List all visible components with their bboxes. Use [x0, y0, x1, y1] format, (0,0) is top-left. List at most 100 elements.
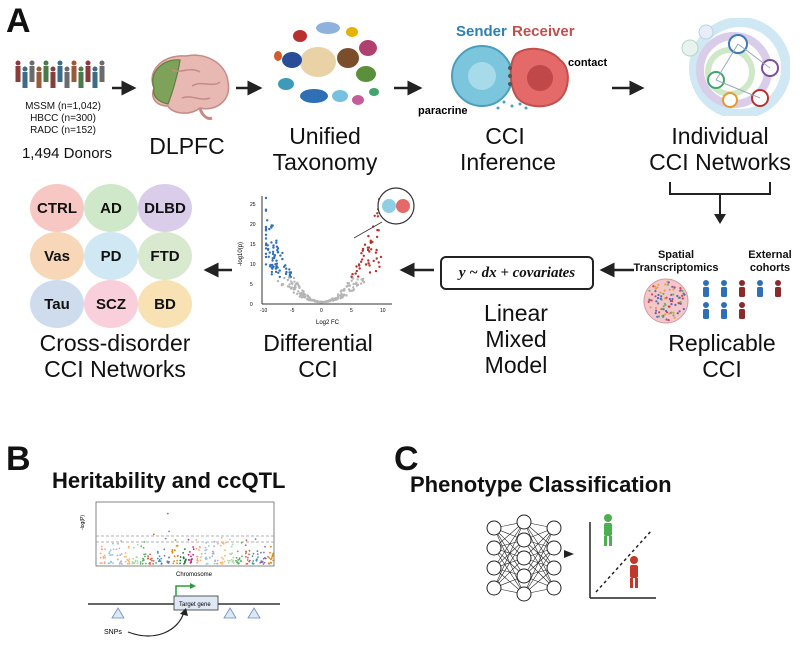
manhattan-point [224, 549, 226, 552]
manhattan-point [252, 560, 255, 562]
manhattan-point [174, 539, 177, 541]
manhattan-point [108, 552, 110, 554]
manhattan-point [248, 549, 251, 552]
manhattan-point [116, 554, 119, 557]
manhattan-point [152, 560, 155, 562]
manhattan-point [131, 561, 134, 563]
manhattan-plot: -log(P) Chromosome [80, 501, 275, 578]
manhattan-point [155, 562, 157, 564]
replication-illustration [643, 278, 781, 324]
volcano-point [270, 266, 273, 269]
manhattan-point [124, 552, 127, 554]
manhattan-point [237, 559, 240, 561]
manhattan-point [107, 562, 110, 565]
nn-node [516, 586, 532, 602]
volcano-point [376, 212, 379, 215]
volcano-point [331, 299, 335, 302]
volcano-point [341, 296, 344, 299]
manhattan-point [230, 558, 233, 561]
volcano-point [278, 269, 281, 272]
manhattan-point [198, 549, 200, 551]
cross-line-2: CCI Networks [44, 356, 186, 382]
cohort-radc: RADC (n=152) [30, 125, 96, 136]
volcano-point [266, 248, 270, 251]
manhattan-point [261, 560, 264, 563]
manhattan-point [109, 561, 112, 564]
volcano-point [276, 251, 279, 254]
volcano-point [288, 268, 291, 271]
volcano-point [281, 257, 284, 261]
volcano-point [361, 247, 365, 251]
disorder-scz: SCZ [84, 280, 138, 328]
manhattan-point [245, 550, 247, 553]
volcano-ylabel: -log10(p) [238, 242, 244, 266]
volcano-point [355, 265, 358, 268]
manhattan-point [173, 560, 175, 563]
manhattan-point [163, 555, 166, 557]
manhattan-point [112, 548, 115, 551]
manhattan-point [269, 551, 271, 554]
volcano-point [264, 247, 268, 250]
manhattan-point [124, 560, 127, 563]
manhattan-point [254, 538, 257, 540]
disorder-pd: PD [84, 232, 138, 280]
disorder-ctrl: CTRL [30, 184, 84, 232]
volcano-point [275, 239, 278, 242]
manhattan-point [171, 548, 174, 551]
manhattan-point [191, 558, 193, 560]
manhattan-point [221, 561, 224, 564]
volcano-xtick: 0 [320, 308, 323, 314]
volcano-xtick: -5 [290, 308, 295, 314]
manhattan-point [171, 550, 173, 553]
volcano-point [279, 254, 282, 257]
volcano-point [374, 251, 378, 254]
volcano-point [323, 300, 326, 304]
manhattan-point [268, 557, 271, 559]
manhattan-point [111, 554, 114, 556]
manhattan-point [247, 556, 249, 559]
manhattan-point [224, 554, 226, 557]
manhattan-point [272, 559, 275, 562]
volcano-point [264, 225, 268, 229]
manhattan-point [213, 540, 216, 543]
manhattan-point [196, 558, 199, 560]
volcano-point [289, 271, 293, 274]
manhattan-point [115, 548, 118, 551]
manhattan-point [144, 555, 146, 558]
volcano-point [290, 281, 293, 285]
disorder-dlbd: DLBD [138, 184, 192, 232]
cohort-mssm: MSSM (n=1,042) [25, 101, 101, 112]
volcano-point [281, 251, 284, 255]
volcano-point [373, 214, 376, 217]
manhattan-point [101, 562, 103, 564]
spatial-label: Spatial Transcriptomics [630, 249, 722, 275]
manhattan-point [192, 546, 194, 548]
volcano-point [348, 284, 352, 287]
volcano-point [362, 254, 365, 257]
disorder-ad: AD [84, 184, 138, 232]
manhattan-point [268, 562, 270, 565]
volcano-point [288, 283, 291, 286]
manhattan-point [140, 545, 143, 548]
volcano-point [297, 290, 300, 293]
manhattan-point [136, 562, 139, 564]
manhattan-point [190, 561, 192, 564]
manhattan-point [179, 556, 182, 558]
external-line-1: External [748, 249, 792, 261]
spatial-line-1: Spatial [657, 249, 695, 261]
phenotype-green-person [604, 514, 612, 546]
nn-node [516, 550, 532, 566]
volcano-point [369, 239, 372, 242]
manhattan-point [132, 557, 134, 560]
manhattan-point [259, 561, 262, 564]
lmm-line-3: Model [484, 352, 548, 378]
manhattan-point [141, 562, 144, 565]
volcano-point [276, 247, 280, 250]
target-gene-label: Target gene [179, 602, 211, 608]
volcano-point [367, 262, 370, 265]
snp-marker-2 [223, 607, 237, 619]
volcano-point [376, 215, 380, 218]
manhattan-point [183, 562, 185, 565]
step-cross-disorder: Cross-disorder CCI Networks [20, 330, 210, 382]
volcano-point [264, 263, 268, 266]
